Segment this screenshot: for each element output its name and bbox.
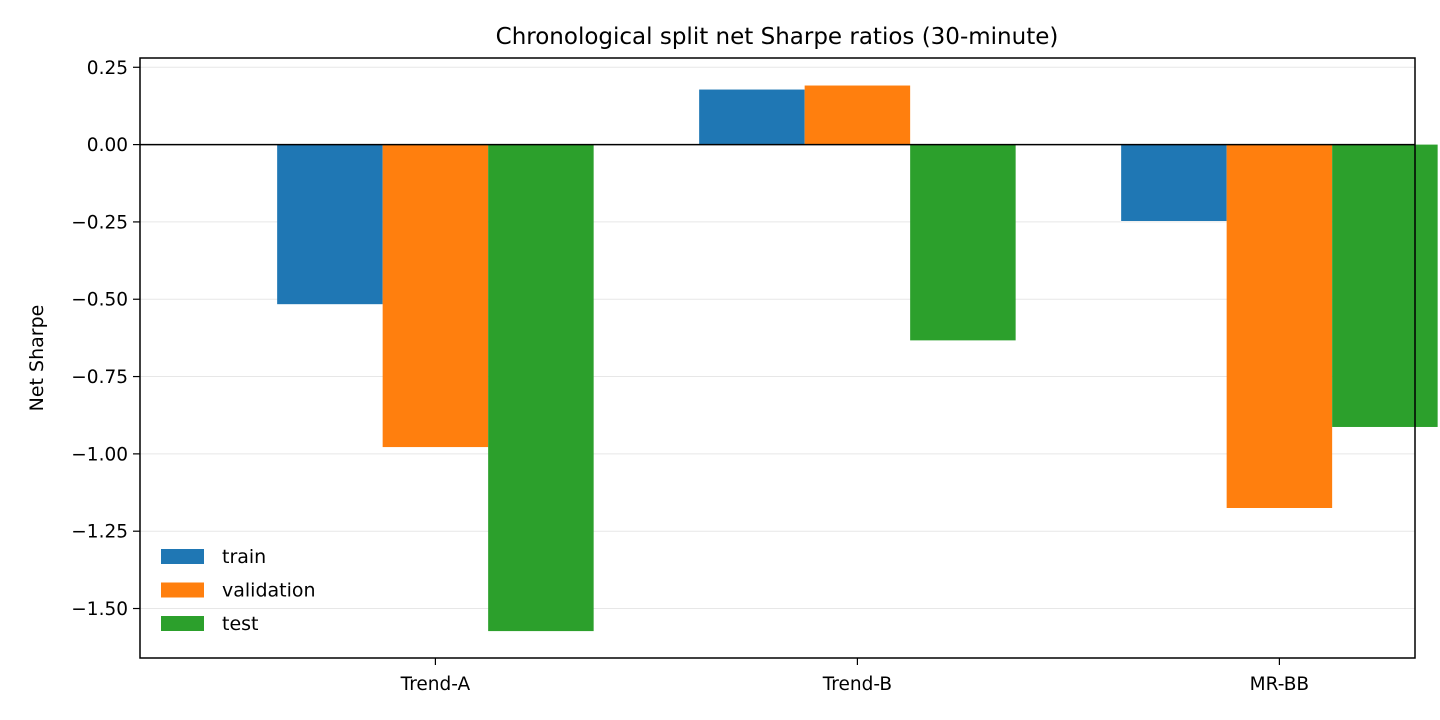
y-axis-ticks: 0.25 0.00 −0.25 −0.50 −0.75 −1.00 −1.25 −1.50 <box>71 58 140 620</box>
bar-test-Trend-B <box>910 144 1016 341</box>
legend-label-validation: validation <box>222 580 316 602</box>
bar-test-Trend-A <box>488 144 594 632</box>
y-tick-label: 0.00 <box>87 135 128 156</box>
legend-swatch-train <box>161 549 204 564</box>
bar-test-MR-BB <box>1332 144 1438 427</box>
x-tick-label: Trend-A <box>400 674 471 695</box>
legend: train validation test <box>161 546 316 635</box>
bar-validation-Trend-B <box>804 85 911 145</box>
x-axis-ticks: Trend-A Trend-B MR-BB <box>400 658 1309 695</box>
y-tick-label: −0.25 <box>71 212 128 233</box>
y-axis-label: Net Sharpe <box>26 305 48 412</box>
bar-validation-Trend-A <box>382 144 489 448</box>
bar-train-Trend-A <box>277 144 383 305</box>
legend-swatch-test <box>161 616 204 631</box>
x-tick-label: MR-BB <box>1250 674 1309 695</box>
bar-validation-MR-BB <box>1226 144 1333 508</box>
bars <box>277 85 1438 632</box>
y-tick-label: −0.75 <box>71 367 128 388</box>
bar-train-Trend-B <box>699 89 805 145</box>
y-tick-label: −1.50 <box>71 599 128 620</box>
y-tick-label: −0.50 <box>71 290 128 311</box>
chart-title: Chronological split net Sharpe ratios (3… <box>496 24 1059 50</box>
x-tick-label: Trend-B <box>822 674 892 695</box>
legend-label-test: test <box>222 613 259 635</box>
y-tick-label: −1.25 <box>71 522 128 543</box>
y-tick-label: 0.25 <box>87 58 128 79</box>
plot-frame <box>139 57 1416 659</box>
bar-train-MR-BB <box>1121 144 1227 221</box>
y-tick-label: −1.00 <box>71 444 128 465</box>
legend-swatch-validation <box>161 582 204 598</box>
legend-label-train: train <box>222 546 266 568</box>
